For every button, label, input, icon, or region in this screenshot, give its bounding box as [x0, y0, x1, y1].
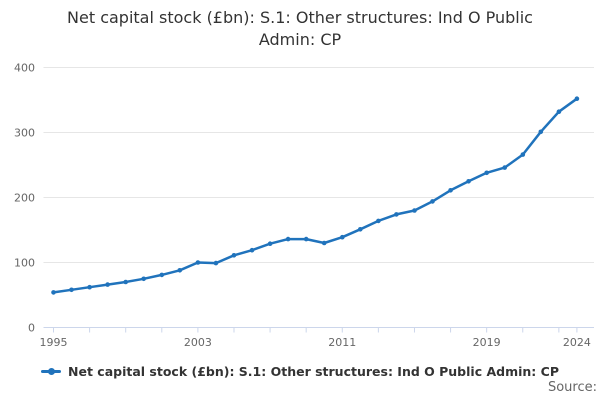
- data-point: [303, 236, 309, 242]
- legend-item[interactable]: Net capital stock (£bn): S.1: Other stru…: [0, 362, 600, 380]
- y-tick-label: 200: [14, 192, 35, 205]
- data-point: [213, 260, 219, 266]
- x-tick-label: 2019: [473, 336, 501, 349]
- data-point: [502, 165, 508, 170]
- data-point: [249, 247, 255, 253]
- y-tick-label: 400: [14, 62, 35, 75]
- line-chart-plot-area: 0 100 200 300 400 1995 2003 2011 2019 2024: [14, 62, 594, 349]
- legend-series-label: Net capital stock (£bn): S.1: Other stru…: [68, 363, 559, 379]
- data-point: [538, 129, 544, 135]
- data-point: [69, 287, 74, 293]
- legend-series-marker-icon: [41, 367, 62, 375]
- x-tick-label: 2003: [184, 336, 212, 349]
- data-point: [141, 276, 146, 282]
- data-line: [52, 97, 579, 294]
- data-point: [177, 268, 183, 273]
- data-point: [340, 234, 345, 240]
- y-tick-label: 0: [28, 322, 35, 335]
- data-point: [412, 208, 417, 213]
- x-tick-label: 2011: [328, 336, 356, 349]
- data-point: [159, 272, 165, 278]
- data-point: [285, 236, 291, 242]
- data-point: [195, 260, 201, 265]
- x-tick-label: 2024: [563, 336, 591, 349]
- data-point: [51, 290, 56, 295]
- data-point: [231, 253, 237, 258]
- data-point: [520, 152, 526, 157]
- data-point: [358, 227, 363, 232]
- chart-title-line-2: Admin: CP: [258, 30, 342, 50]
- data-point: [123, 279, 128, 285]
- data-point: [105, 282, 110, 287]
- source-label: Source:: [547, 380, 597, 395]
- data-point: [267, 241, 273, 246]
- data-point: [376, 218, 381, 224]
- chart-title: Net capital stock (£bn): S.1: Other stru…: [28, 7, 572, 51]
- chart-title-line-1: Net capital stock (£bn): S.1: Other stru…: [67, 8, 533, 27]
- data-point: [394, 212, 399, 217]
- data-point: [321, 240, 327, 246]
- data-point: [484, 170, 490, 176]
- data-point: [574, 96, 580, 101]
- y-tick-label: 300: [14, 127, 35, 140]
- data-point: [430, 199, 435, 204]
- y-tick-label: 100: [14, 257, 35, 270]
- data-point: [448, 188, 453, 193]
- x-tick-label: 1995: [40, 336, 68, 349]
- data-point: [466, 179, 471, 184]
- data-point: [87, 284, 92, 290]
- data-point: [556, 109, 562, 114]
